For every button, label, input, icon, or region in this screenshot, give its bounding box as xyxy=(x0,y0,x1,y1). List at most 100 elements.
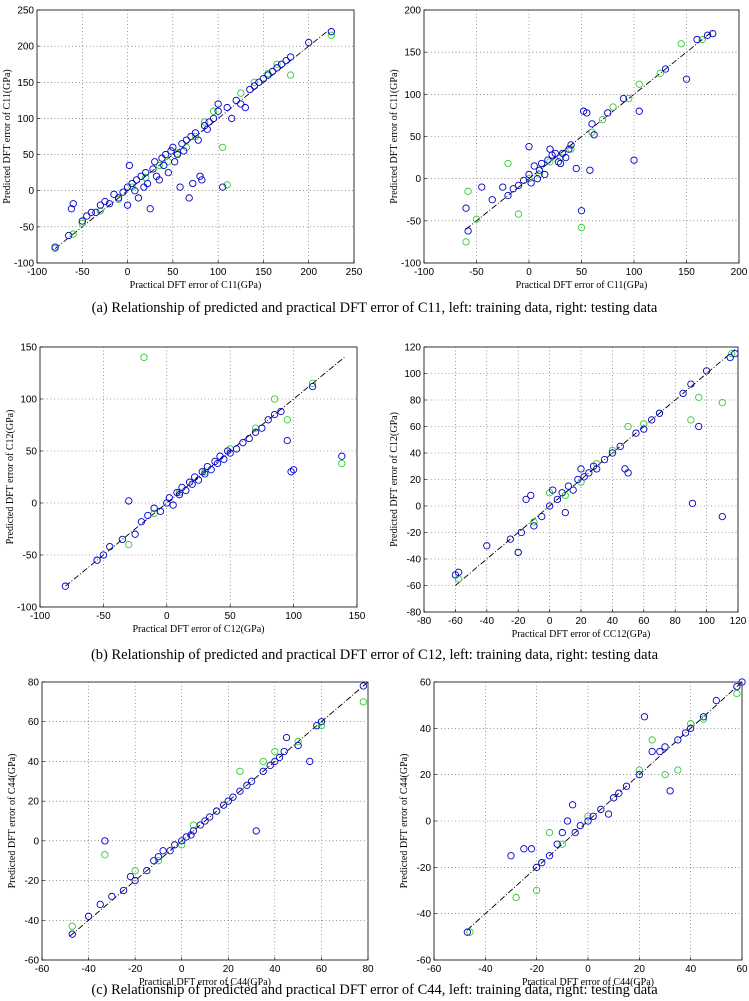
scatter-point-blue xyxy=(214,107,222,115)
y-tick-label: 0 xyxy=(28,186,34,197)
y-tick-label: 60 xyxy=(410,422,422,433)
scatter-point-blue xyxy=(119,188,127,196)
scatter-point-blue xyxy=(171,841,179,849)
x-tick-label: -60 xyxy=(35,964,50,975)
scatter-point-blue xyxy=(264,71,272,79)
scatter-point-blue xyxy=(187,831,195,839)
scatter-point-blue xyxy=(171,158,179,166)
scatter-point-blue xyxy=(92,208,100,217)
scatter-point-green xyxy=(462,238,470,246)
scatter-point-blue xyxy=(161,150,170,159)
scatter-point-blue xyxy=(175,491,184,499)
scatter-point-green xyxy=(131,866,139,875)
scatter-point-blue xyxy=(604,109,612,117)
y-axis-label: Predicted DFT error of C44(GPa) xyxy=(7,754,18,889)
scatter-point-blue xyxy=(533,175,542,183)
scatter-point-green xyxy=(598,115,607,124)
scatter-point-green xyxy=(327,31,336,39)
scatter-point-blue xyxy=(574,475,582,484)
scatter-point-blue xyxy=(245,434,253,443)
scatter-point-blue xyxy=(106,543,114,551)
scatter-point-blue xyxy=(666,787,674,795)
scatter-point-blue xyxy=(507,852,515,860)
scatter-point-blue xyxy=(189,827,198,835)
scatter-point-blue xyxy=(182,136,191,144)
scatter-point-blue xyxy=(159,847,167,855)
scatter-point-green xyxy=(271,747,279,756)
y-tick-label: 80 xyxy=(28,678,40,689)
y-tick-label: 40 xyxy=(420,724,432,735)
scatter-point-green xyxy=(577,223,586,232)
scatter-point-green xyxy=(656,69,664,77)
scatter-point-blue xyxy=(551,149,559,158)
y-tick-label: 60 xyxy=(420,678,432,689)
scatter-point-blue xyxy=(695,422,703,431)
y-tick-label: 50 xyxy=(23,150,35,161)
y-tick-label: 0 xyxy=(425,817,431,828)
scatter-point-blue xyxy=(608,449,617,457)
scatter-point-blue xyxy=(232,96,240,105)
scatter-point-green xyxy=(504,159,512,168)
scatter-point-blue xyxy=(182,833,191,841)
scatter-point-blue xyxy=(232,445,241,453)
scatter-point-green xyxy=(259,757,267,766)
scatter-point-blue xyxy=(593,465,601,473)
scatter-point-blue xyxy=(201,817,209,825)
x-tick-label: -80 xyxy=(417,616,432,627)
scatter-point-blue xyxy=(131,876,139,885)
scatter-point-blue xyxy=(463,928,472,936)
scatter-point-blue xyxy=(702,367,711,375)
scatter-point-green xyxy=(154,857,163,865)
scatter-point-blue xyxy=(246,85,254,94)
scatter-point-green xyxy=(200,118,209,126)
scatter-point-blue xyxy=(143,179,152,188)
x-axis-label: Practical DFT error of C44(GPa) xyxy=(139,977,271,988)
scatter-point-green xyxy=(699,715,708,723)
scatter-point-blue xyxy=(577,207,586,215)
scatter-point-blue xyxy=(577,465,585,473)
scatter-point-blue xyxy=(247,777,256,785)
scatter-point-blue xyxy=(286,53,295,61)
scatter-point-blue xyxy=(517,528,525,537)
scatter-point-blue xyxy=(143,866,151,875)
scatter-point-blue xyxy=(597,805,605,814)
x-tick-label: -100 xyxy=(27,267,47,278)
scatter-point-green xyxy=(698,35,706,44)
scatter-point-green xyxy=(219,143,227,151)
scatter-point-green xyxy=(209,107,218,115)
y-tick-label: -40 xyxy=(407,555,422,566)
caption-a: (a) Relationship of predicted and practi… xyxy=(91,300,658,316)
y-tick-label: 50 xyxy=(26,447,38,458)
y-tick-label: -40 xyxy=(25,916,40,927)
scatter-point-blue xyxy=(738,678,746,686)
x-tick-label: -100 xyxy=(30,611,50,622)
fit-line xyxy=(467,681,743,931)
scatter-point-blue xyxy=(188,480,196,488)
x-tick-label: 200 xyxy=(731,267,748,278)
scatter-point-blue xyxy=(196,821,204,829)
scatter-point-blue xyxy=(282,733,291,742)
x-tick-label: 40 xyxy=(607,616,619,627)
scatter-point-blue xyxy=(289,466,298,474)
x-tick-label: 150 xyxy=(255,267,272,278)
fit-line xyxy=(455,349,736,586)
scatter-point-blue xyxy=(169,143,177,151)
scatter-point-green xyxy=(640,420,648,428)
x-tick-label: 20 xyxy=(634,964,646,975)
scatter-point-blue xyxy=(604,810,613,818)
scatter-point-blue xyxy=(565,145,573,153)
scatter-point-blue xyxy=(527,845,536,853)
scatter-point-blue xyxy=(630,156,638,164)
scatter-point-blue xyxy=(709,29,717,38)
scatter-point-blue xyxy=(191,129,200,137)
scatter-point-blue xyxy=(616,442,624,451)
x-tick-label: 50 xyxy=(225,611,237,622)
scatter-point-blue xyxy=(506,535,515,543)
scatter-point-green xyxy=(69,230,77,238)
scatter-point-blue xyxy=(219,801,228,809)
scatter-point-blue xyxy=(270,410,279,419)
x-tick-label: 200 xyxy=(300,267,317,278)
scatter-point-blue xyxy=(687,724,695,732)
x-tick-label: 100 xyxy=(210,267,227,278)
x-tick-label: -40 xyxy=(478,964,493,975)
